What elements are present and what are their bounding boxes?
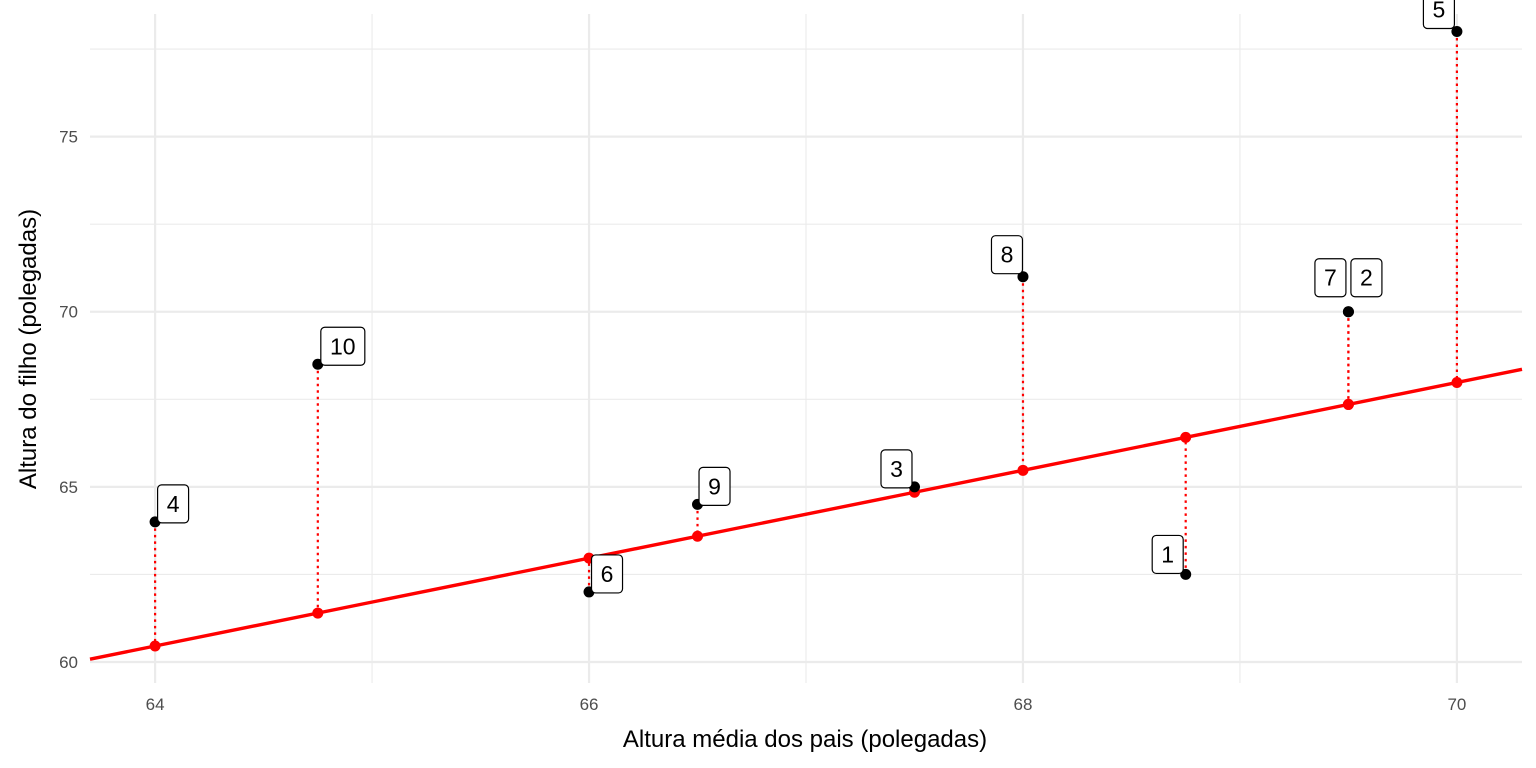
minor-gridlines xyxy=(90,14,1522,683)
fitted-point xyxy=(149,640,161,652)
point-label-text: 3 xyxy=(890,456,903,482)
point-label-box xyxy=(1422,0,1456,30)
x-tick-label: 68 xyxy=(1014,695,1033,714)
point-label-box xyxy=(590,554,624,594)
point-label: 4 xyxy=(156,484,190,524)
point-label: 7 xyxy=(1314,258,1347,298)
point-label-text: 7 xyxy=(1324,265,1337,291)
point-label-text: 9 xyxy=(708,473,721,499)
fitted-point xyxy=(1017,464,1029,476)
regression-line xyxy=(89,367,1523,661)
point-label-box xyxy=(320,326,366,366)
y-tick-labels: 60 65 70 75 xyxy=(59,128,78,672)
point-label-box xyxy=(698,466,731,506)
fitted-point xyxy=(1451,376,1463,388)
x-tick-label: 64 xyxy=(146,695,165,714)
y-tick-label: 75 xyxy=(59,128,78,147)
observed-point xyxy=(1451,26,1463,38)
point-label: 9 xyxy=(698,466,731,506)
point-label: 3 xyxy=(880,449,913,489)
point-label-text: 10 xyxy=(330,333,356,359)
point-label: 2 xyxy=(1350,258,1383,298)
y-tick-label: 60 xyxy=(59,653,78,672)
fitted-point xyxy=(1180,431,1192,443)
x-tick-label: 66 xyxy=(580,695,599,714)
observed-point xyxy=(1342,306,1354,318)
point-label-text: 1 xyxy=(1161,541,1174,567)
fitted-point xyxy=(1342,398,1354,410)
y-tick-label: 65 xyxy=(59,478,78,497)
fitted-point xyxy=(692,530,704,542)
point-label: 5 xyxy=(1422,0,1456,30)
point-label-box xyxy=(1151,534,1184,575)
point-label-text: 8 xyxy=(1001,242,1014,268)
point-label: 8 xyxy=(990,235,1024,275)
observed-points xyxy=(149,26,1463,598)
point-label-text: 4 xyxy=(167,491,180,517)
point-label-box xyxy=(1350,258,1383,298)
point-label-box xyxy=(1314,258,1347,298)
x-tick-labels: 64 66 68 70 xyxy=(146,695,1467,714)
point-label: 6 xyxy=(590,554,624,594)
point-label-text: 6 xyxy=(601,561,614,587)
x-tick-label: 70 xyxy=(1447,695,1466,714)
major-gridlines xyxy=(90,14,1522,683)
regression-line-group xyxy=(89,367,1523,661)
fitted-point xyxy=(312,607,324,619)
point-label-box xyxy=(990,235,1024,275)
point-label: 10 xyxy=(320,326,366,366)
point-labels: 1 2 3 4 5 6 7 8 9 10 xyxy=(156,0,1456,594)
point-label-text: 2 xyxy=(1360,265,1373,291)
x-axis-title: Altura média dos pais (polegadas) xyxy=(623,726,987,753)
y-tick-label: 70 xyxy=(59,303,78,322)
point-label-box xyxy=(880,449,913,489)
point-label-text: 5 xyxy=(1433,0,1446,23)
point-label: 1 xyxy=(1151,534,1184,575)
y-axis-title: Altura do filho (polegadas) xyxy=(15,209,42,489)
point-label-box xyxy=(156,484,190,524)
